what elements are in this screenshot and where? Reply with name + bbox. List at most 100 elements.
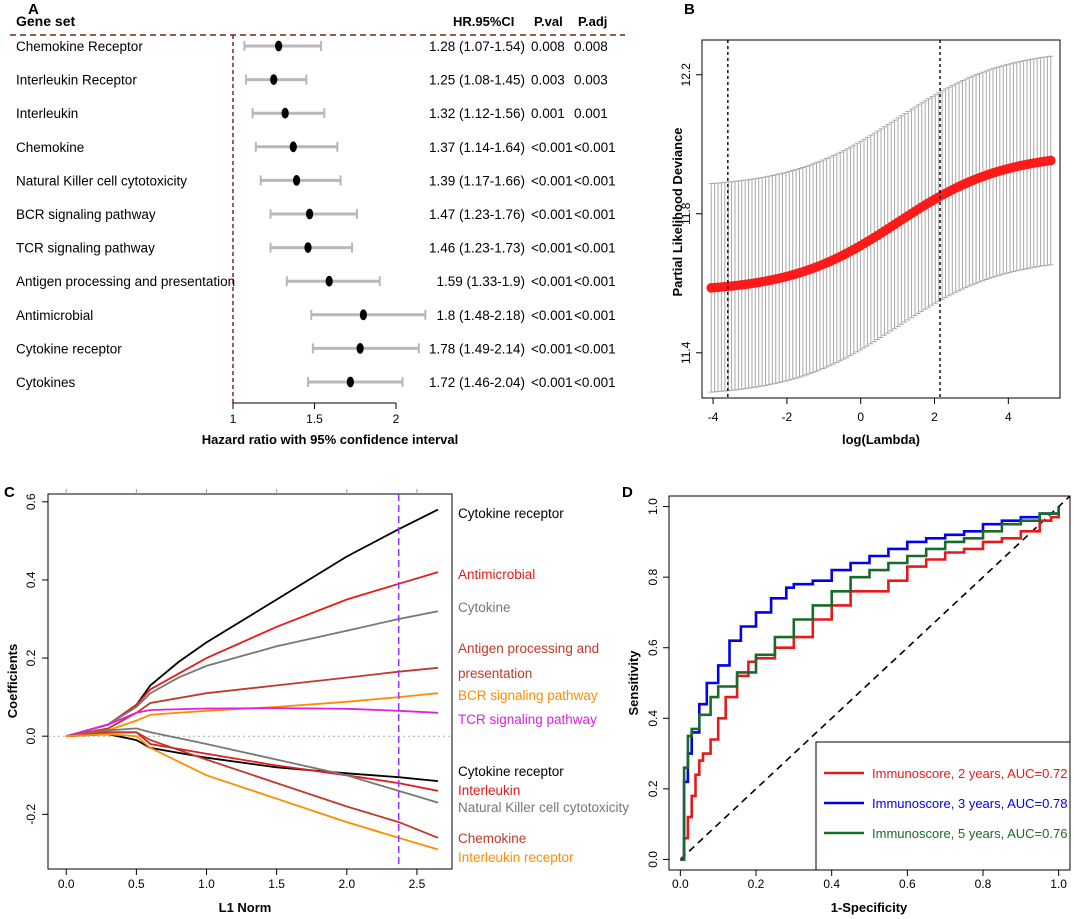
row-hr-ci: 1.59 (1.33-1.9) xyxy=(436,274,525,289)
y-tick-label: 0.0 xyxy=(646,851,660,868)
row-label: Interleukin xyxy=(16,106,78,121)
x-axis-title: L1 Norm xyxy=(219,900,272,915)
y-axis-title: Partial Likelihood Deviance xyxy=(670,127,685,296)
row-label: BCR signaling pathway xyxy=(16,207,156,222)
x-tick-label: -4 xyxy=(708,410,719,424)
header-padj: P.adj xyxy=(578,14,607,29)
x-tick-label: 0.5 xyxy=(128,877,145,891)
x-tick-label: 0.4 xyxy=(823,877,840,891)
row-pval: 0.008 xyxy=(531,39,565,54)
row-label: Antimicrobial xyxy=(16,308,93,323)
legend-box xyxy=(815,741,1071,871)
row-pval: <0.001 xyxy=(531,341,573,356)
row-padj: 0.003 xyxy=(574,73,608,88)
y-tick-label: 0.2 xyxy=(24,649,38,666)
hr-point xyxy=(289,141,297,153)
roc-curve xyxy=(680,506,1060,861)
y-tick-label: 0.6 xyxy=(24,493,38,510)
x-axis-title: log(Lambda) xyxy=(842,432,920,447)
path-label: Natural Killer cell cytotoxicity xyxy=(458,800,629,815)
row-hr-ci: 1.32 (1.12-1.56) xyxy=(429,106,525,121)
hr-point xyxy=(359,309,367,321)
hr-point xyxy=(356,343,364,354)
roc-curve xyxy=(680,506,1060,861)
row-padj: <0.001 xyxy=(574,375,616,390)
coefficient-path xyxy=(65,707,439,738)
x-tick-label: 2 xyxy=(931,410,938,424)
x-tick-label: 0 xyxy=(857,410,864,424)
roc-curve xyxy=(680,506,1060,861)
row-pval: <0.001 xyxy=(531,241,573,256)
plot-frame xyxy=(701,39,1061,399)
panel-label-b: B xyxy=(684,1,695,18)
x-tick-label: 2 xyxy=(393,412,400,426)
panel-label-d: D xyxy=(622,484,633,501)
row-padj: <0.001 xyxy=(574,308,616,323)
row-hr-ci: 1.8 (1.48-2.18) xyxy=(436,308,525,323)
row-pval: <0.001 xyxy=(531,140,573,155)
row-padj: 0.008 xyxy=(574,39,608,54)
row-padj: <0.001 xyxy=(574,341,616,356)
row-pval: 0.003 xyxy=(531,73,565,88)
legend-label: Immunoscore, 2 years, AUC=0.72 xyxy=(872,766,1067,781)
x-tick-label: -2 xyxy=(782,410,793,424)
path-label: TCR signaling pathway xyxy=(458,712,597,727)
x-tick-label: 0.8 xyxy=(975,877,992,891)
x-tick-label: 1.0 xyxy=(1050,877,1067,891)
row-pval: <0.001 xyxy=(531,173,573,188)
row-padj: <0.001 xyxy=(574,173,616,188)
header-pval: P.val xyxy=(534,14,563,29)
row-pval: <0.001 xyxy=(531,308,573,323)
coefficient-path xyxy=(66,666,439,738)
row-label: Antigen processing and presentation xyxy=(16,274,235,289)
y-tick-label: 0.2 xyxy=(646,780,660,797)
path-label: Cytokine receptor xyxy=(458,764,564,779)
header-hr: HR.95%CI xyxy=(453,14,514,29)
x-tick-label: 0.0 xyxy=(58,877,75,891)
y-tick-label: 0.0 xyxy=(24,728,38,745)
y-tick-label: 0.4 xyxy=(646,710,660,727)
row-padj: <0.001 xyxy=(574,140,616,155)
deviance-point xyxy=(1045,155,1056,166)
row-padj: <0.001 xyxy=(574,274,616,289)
y-tick-label: 0.4 xyxy=(24,571,38,588)
legend-label: Immunoscore, 3 years, AUC=0.78 xyxy=(872,796,1067,811)
legend-label: Immunoscore, 5 years, AUC=0.76 xyxy=(872,826,1067,841)
y-tick-label: 11.4 xyxy=(679,341,693,364)
y-tick-label: 0.8 xyxy=(646,568,660,585)
x-tick-label: 2.0 xyxy=(338,877,355,891)
y-tick-label: 0.6 xyxy=(646,639,660,656)
x-tick-label: 4 xyxy=(1005,410,1012,424)
x-tick-label: 0.0 xyxy=(672,877,689,891)
coefficient-path xyxy=(66,727,439,804)
coefficient-path xyxy=(66,731,439,792)
row-hr-ci: 1.46 (1.23-1.73) xyxy=(429,241,525,256)
coefficient-path xyxy=(66,731,439,839)
y-tick-label: 12.2 xyxy=(679,63,693,87)
path-label: presentation xyxy=(458,666,532,681)
row-pval: <0.001 xyxy=(531,274,573,289)
header-gene-set: Gene set xyxy=(16,13,75,29)
row-hr-ci: 1.72 (1.46-2.04) xyxy=(429,375,525,390)
row-padj: 0.001 xyxy=(574,106,608,121)
row-pval: 0.001 xyxy=(531,106,565,121)
row-hr-ci: 1.47 (1.23-1.76) xyxy=(429,207,525,222)
coefficient-path xyxy=(66,733,439,782)
x-tick-label: 0.2 xyxy=(748,877,765,891)
path-label: Antigen processing and xyxy=(458,641,599,656)
path-label: Antimicrobial xyxy=(458,567,535,582)
hr-point xyxy=(292,175,301,186)
panel-label-c: C xyxy=(4,484,15,501)
panel-b-cv-deviance-plot: B -4 -2 0 2 4 11.4 11.8 12.2 log(Lambda) Partial L… xyxy=(670,1,1061,447)
panel-label-a: A xyxy=(28,1,39,18)
x-tick-label: 1.5 xyxy=(306,412,323,426)
y-axis-title: Sensitivity xyxy=(626,650,641,716)
path-label: Interleukin xyxy=(458,783,520,798)
row-label: Chemokine xyxy=(16,140,84,155)
x-tick-label: 1.5 xyxy=(268,877,285,891)
x-axis-title: 1-Specificity xyxy=(831,900,908,915)
x-tick-label: 0.6 xyxy=(899,877,916,891)
plot-frame xyxy=(47,493,453,870)
row-label: Chemokine Receptor xyxy=(16,39,143,54)
